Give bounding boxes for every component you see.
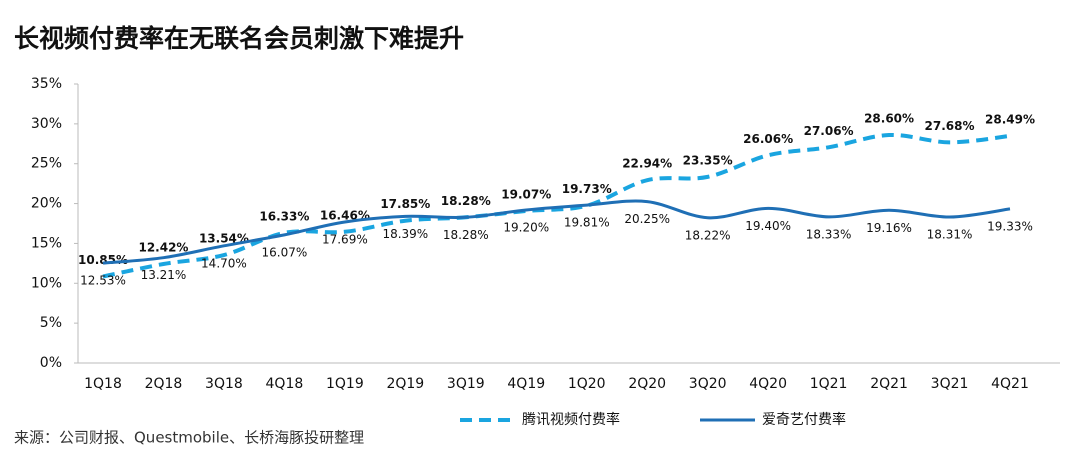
x-tick-label: 2Q19 — [386, 376, 424, 392]
data-label: 27.68% — [925, 119, 975, 133]
y-tick-label: 15% — [31, 235, 62, 251]
data-label: 19.16% — [866, 221, 912, 235]
y-tick-label: 5% — [40, 315, 62, 331]
y-tick-label: 0% — [40, 355, 62, 371]
x-tick-label: 4Q21 — [991, 376, 1029, 392]
data-label: 22.94% — [622, 157, 672, 171]
x-tick-label: 3Q18 — [205, 376, 243, 392]
y-tick-label: 25% — [31, 156, 62, 172]
data-label: 23.35% — [683, 153, 733, 167]
x-tick-label: 2Q18 — [145, 376, 183, 392]
y-tick-label: 10% — [31, 275, 62, 291]
x-tick-label: 4Q18 — [266, 376, 304, 392]
data-label: 18.31% — [927, 228, 973, 242]
x-tick-label: 2Q21 — [870, 376, 908, 392]
data-label: 19.73% — [562, 182, 612, 196]
data-label: 18.28% — [443, 228, 489, 242]
line-series — [102, 133, 1011, 279]
x-tick-label: 4Q20 — [749, 376, 787, 392]
data-label: 20.25% — [624, 212, 670, 226]
x-tick-label: 1Q20 — [568, 376, 606, 392]
line-series — [102, 199, 1011, 265]
data-label: 19.40% — [745, 219, 791, 233]
data-label: 28.60% — [864, 112, 914, 126]
x-tick-label: 1Q19 — [326, 376, 364, 392]
data-label: 17.85% — [380, 197, 430, 211]
data-label: 10.85% — [78, 253, 128, 267]
data-label: 14.70% — [201, 256, 247, 270]
data-label: 26.06% — [743, 132, 793, 146]
x-tick-label: 3Q19 — [447, 376, 485, 392]
source-note: 来源：公司财报、Questmobile、长桥海豚投研整理 — [14, 429, 364, 447]
data-label: 19.81% — [564, 216, 610, 230]
data-label: 18.33% — [806, 227, 852, 241]
y-tick-label: 30% — [31, 116, 62, 132]
data-label: 19.07% — [501, 187, 551, 201]
data-label: 28.49% — [985, 112, 1035, 126]
y-tick-label: 35% — [31, 76, 62, 92]
data-label: 19.20% — [503, 220, 549, 234]
data-label: 12.53% — [80, 274, 126, 288]
x-tick-label: 1Q18 — [84, 376, 122, 392]
x-tick-label: 4Q19 — [507, 376, 545, 392]
y-tick-label: 20% — [31, 196, 62, 212]
data-label: 27.06% — [804, 124, 854, 138]
chart-title: 长视频付费率在无联名会员刺激下难提升 — [14, 24, 464, 53]
data-label: 18.39% — [382, 227, 428, 241]
x-tick-label: 3Q21 — [931, 376, 969, 392]
legend-label: 爱奇艺付费率 — [762, 411, 846, 428]
x-tick-label: 1Q21 — [810, 376, 848, 392]
data-label: 13.21% — [141, 268, 187, 282]
data-label: 18.22% — [685, 228, 731, 242]
data-label: 16.33% — [259, 209, 309, 223]
data-label: 17.69% — [322, 232, 368, 246]
data-label: 19.33% — [987, 219, 1033, 233]
legend-label: 腾讯视频付费率 — [522, 411, 620, 428]
data-label: 18.28% — [441, 194, 491, 208]
data-label: 16.07% — [262, 245, 308, 259]
data-label: 12.42% — [138, 240, 188, 254]
x-tick-label: 2Q20 — [628, 376, 666, 392]
x-tick-label: 3Q20 — [689, 376, 727, 392]
